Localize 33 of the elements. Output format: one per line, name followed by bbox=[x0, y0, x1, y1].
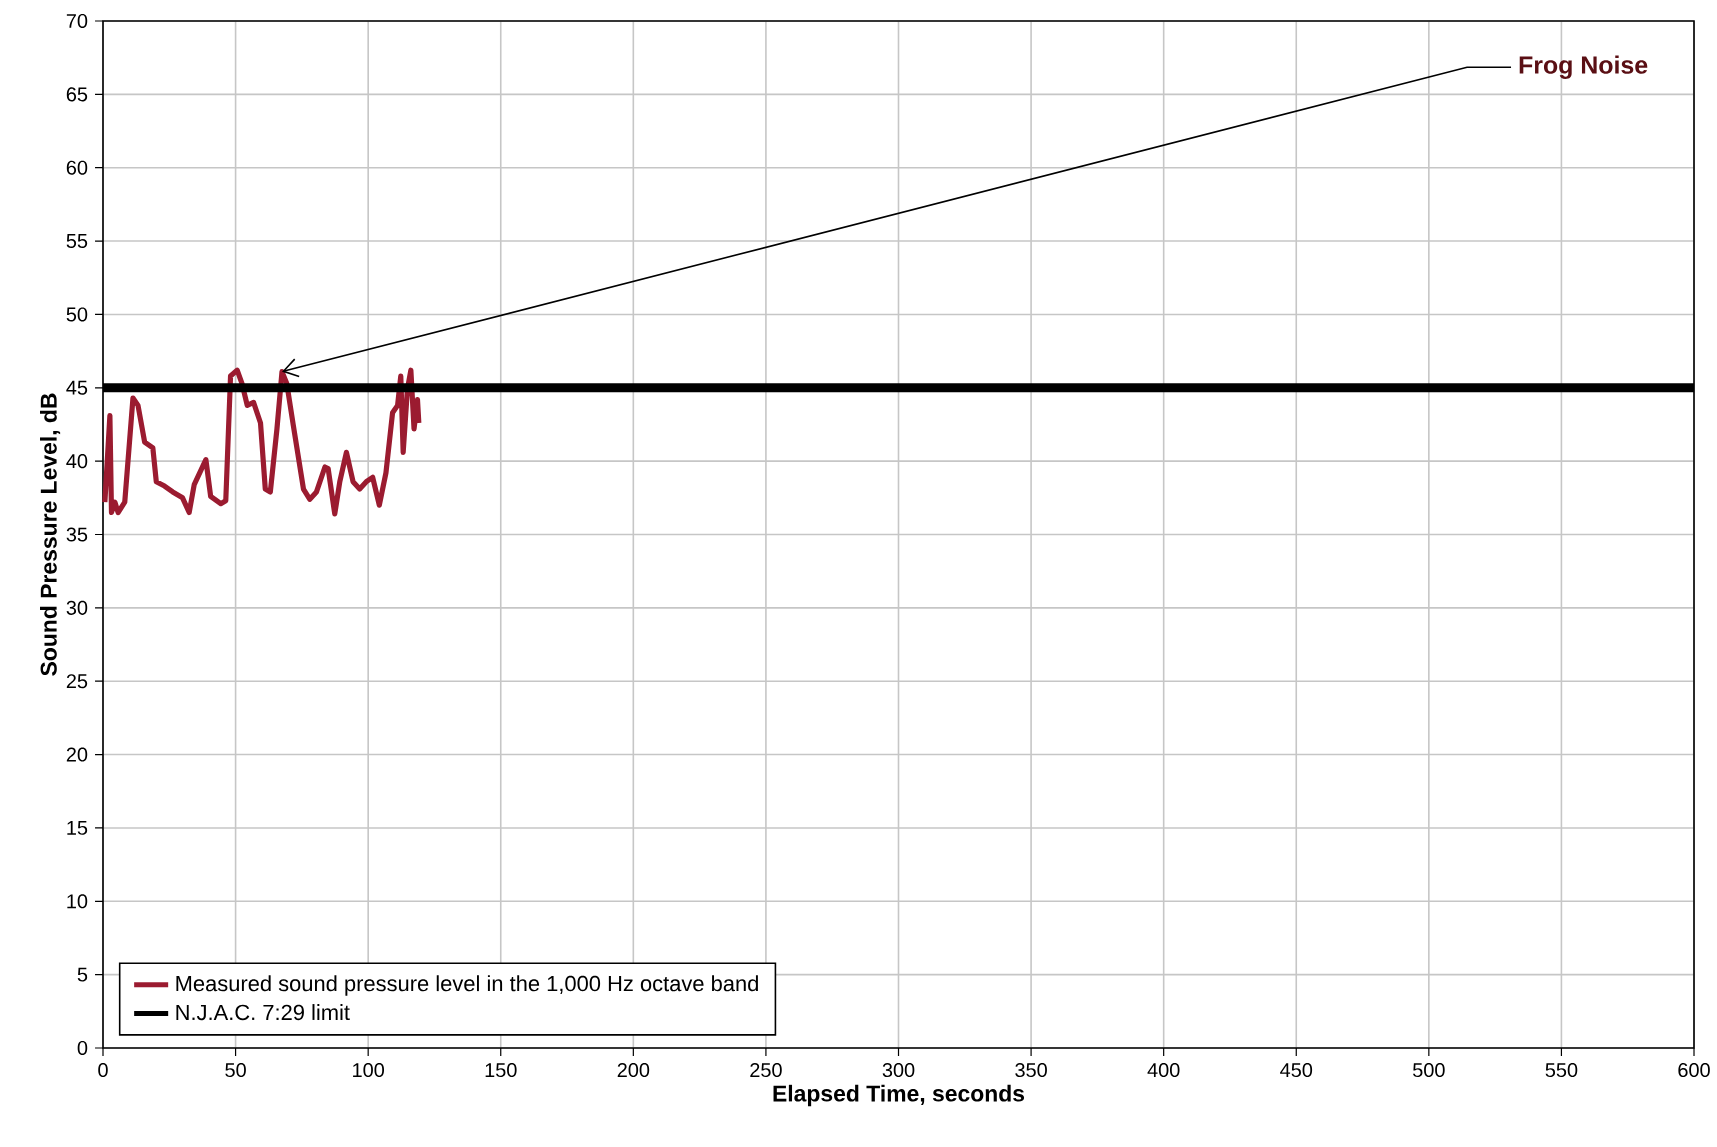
x-axis-title: Elapsed Time, seconds bbox=[773, 1084, 1025, 1107]
y-tick-label: 55 bbox=[66, 234, 88, 249]
x-tick-label: 400 bbox=[1147, 1063, 1180, 1078]
y-tick-label: 10 bbox=[67, 894, 88, 909]
y-tick-label: 25 bbox=[66, 674, 88, 689]
y-tick-label: 0 bbox=[77, 1040, 88, 1056]
y-tick-label: 35 bbox=[66, 527, 88, 542]
y-tick-label: 15 bbox=[67, 820, 88, 835]
x-tick-label: 150 bbox=[485, 1063, 517, 1078]
y-axis-title: Sound Pressure Level, dB bbox=[40, 393, 61, 676]
x-tick-label: 50 bbox=[225, 1063, 246, 1078]
x-tick-label: 250 bbox=[750, 1063, 782, 1078]
y-tick-label: 70 bbox=[66, 13, 88, 29]
y-tick-label: 65 bbox=[66, 87, 88, 102]
x-tick-label: 500 bbox=[1413, 1063, 1445, 1078]
y-tick-label: 60 bbox=[66, 160, 88, 175]
x-tick-label: 450 bbox=[1280, 1063, 1313, 1078]
y-tick-label: 30 bbox=[66, 600, 88, 615]
x-tick-label: 100 bbox=[353, 1063, 385, 1078]
x-tick-label: 550 bbox=[1545, 1063, 1578, 1078]
annotation: Frog Noise bbox=[1519, 55, 1648, 79]
x-tick-label: 600 bbox=[1678, 1063, 1710, 1078]
x-tick-label: 350 bbox=[1015, 1063, 1047, 1078]
y-tick-label: 45 bbox=[66, 380, 88, 395]
x-tick-label: 300 bbox=[882, 1063, 915, 1078]
x-tick-label: 0 bbox=[98, 1063, 108, 1078]
y-tick-label: 5 bbox=[77, 967, 88, 982]
legend-label: N.J.A.C. 7:29 limit bbox=[176, 1004, 350, 1021]
legend-label: Measured sound pressure level in the 1,000 Hz octave band bbox=[176, 975, 758, 996]
y-tick-label: 20 bbox=[66, 747, 88, 762]
y-tick-label: 50 bbox=[66, 307, 88, 322]
x-tick-label: 200 bbox=[617, 1063, 650, 1078]
y-tick-label: 40 bbox=[66, 454, 88, 469]
